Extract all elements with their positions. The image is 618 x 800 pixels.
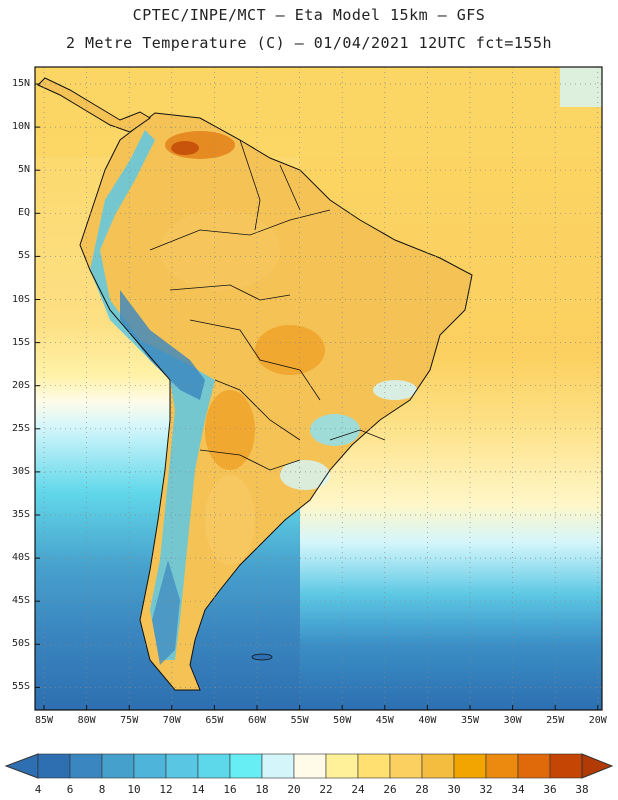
central-america-land xyxy=(37,77,151,133)
colorbar-label: 6 xyxy=(66,783,74,796)
colorbar-label: 22 xyxy=(319,783,333,796)
colorbar-segment xyxy=(325,753,359,779)
longitude-label: 70W xyxy=(162,715,181,726)
latitude-label: 45S xyxy=(11,595,30,607)
longitude-label: 35W xyxy=(460,715,480,726)
map-grid xyxy=(35,67,602,710)
latitude-label: 35S xyxy=(11,509,30,520)
latitude-label: 5S xyxy=(17,250,30,262)
colorbar-segment xyxy=(229,753,263,779)
longitude-label: 20W xyxy=(588,715,607,726)
colorbar-segment xyxy=(485,753,519,779)
colorbar-label: 18 xyxy=(255,783,269,796)
colorbar-segment xyxy=(165,753,199,779)
latitude-label: 40S xyxy=(11,552,30,564)
longitude-label: 80W xyxy=(77,715,96,726)
colorbar-label: 26 xyxy=(383,783,397,796)
colorbar-segment xyxy=(453,753,487,779)
longitude-label: 55W xyxy=(290,715,309,726)
latitude-label: 30S xyxy=(11,465,30,477)
longitude-label: 85W xyxy=(34,715,54,726)
colorbar-segment xyxy=(357,753,391,779)
colorbar-label: 20 xyxy=(287,783,301,796)
longitude-label: 25W xyxy=(546,715,565,726)
colorbar-left-arrow xyxy=(4,753,39,779)
colorbar-label: 14 xyxy=(191,783,205,796)
latitude-label: 15S xyxy=(11,336,30,348)
chart-title: CPTEC/INPE/MCT – Eta Model 15km – GFS xyxy=(132,6,486,24)
longitude-label: 45W xyxy=(375,715,394,726)
colorbar-segment xyxy=(37,753,71,779)
colorbar-label: 36 xyxy=(543,783,557,796)
longitude-label: 65W xyxy=(205,715,224,726)
colorbar-segment xyxy=(421,753,455,779)
map-field xyxy=(35,67,602,710)
colorbar-label: 28 xyxy=(415,783,429,796)
andes-cool-band xyxy=(90,130,215,660)
longitude-label: 75W xyxy=(120,715,139,726)
latitude-label: 55S xyxy=(11,681,30,693)
chart-subtitle: 2 Metre Temperature (C) – 01/04/2021 12U… xyxy=(65,34,553,52)
colorbar-segment xyxy=(293,753,327,779)
map-frame xyxy=(34,66,603,711)
colorbar-label: 34 xyxy=(511,783,525,796)
colorbar-segment xyxy=(69,753,103,779)
longitude-label: 50W xyxy=(333,715,352,726)
latitude-label: 10S xyxy=(11,293,30,305)
latitude-label: 5N xyxy=(17,164,30,176)
colorbar-right-arrow xyxy=(581,753,614,779)
longitude-label: 40W xyxy=(418,715,437,726)
colorbar xyxy=(4,753,614,779)
colorbar-label: 16 xyxy=(223,783,237,796)
colorbar-label: 8 xyxy=(98,783,106,796)
colorbar-segment xyxy=(261,753,295,779)
colorbar-label: 38 xyxy=(575,783,589,796)
longitude-label: 60W xyxy=(247,715,267,726)
colorbar-label: 12 xyxy=(159,783,173,796)
latitude-label: 15N xyxy=(11,78,30,89)
colorbar-label: 10 xyxy=(127,783,141,796)
colorbar-segment xyxy=(197,753,231,779)
colorbar-segment xyxy=(389,753,423,779)
colorbar-label: 24 xyxy=(351,783,365,796)
latitude-label: 20S xyxy=(11,379,30,391)
colorbar-segment xyxy=(517,753,551,779)
latitude-label: 10N xyxy=(11,121,30,133)
colorbar-segment xyxy=(133,753,167,779)
latitude-label: EQ xyxy=(17,207,30,219)
colorbar-segment xyxy=(549,753,583,779)
colorbar-label: 32 xyxy=(479,783,493,796)
colorbar-segment xyxy=(101,753,135,779)
colorbar-label: 4 xyxy=(34,783,42,796)
latitude-label: 50S xyxy=(11,638,30,650)
latitude-label: 25S xyxy=(11,422,30,434)
longitude-label: 30W xyxy=(503,715,522,726)
colorbar-label: 30 xyxy=(447,783,461,796)
